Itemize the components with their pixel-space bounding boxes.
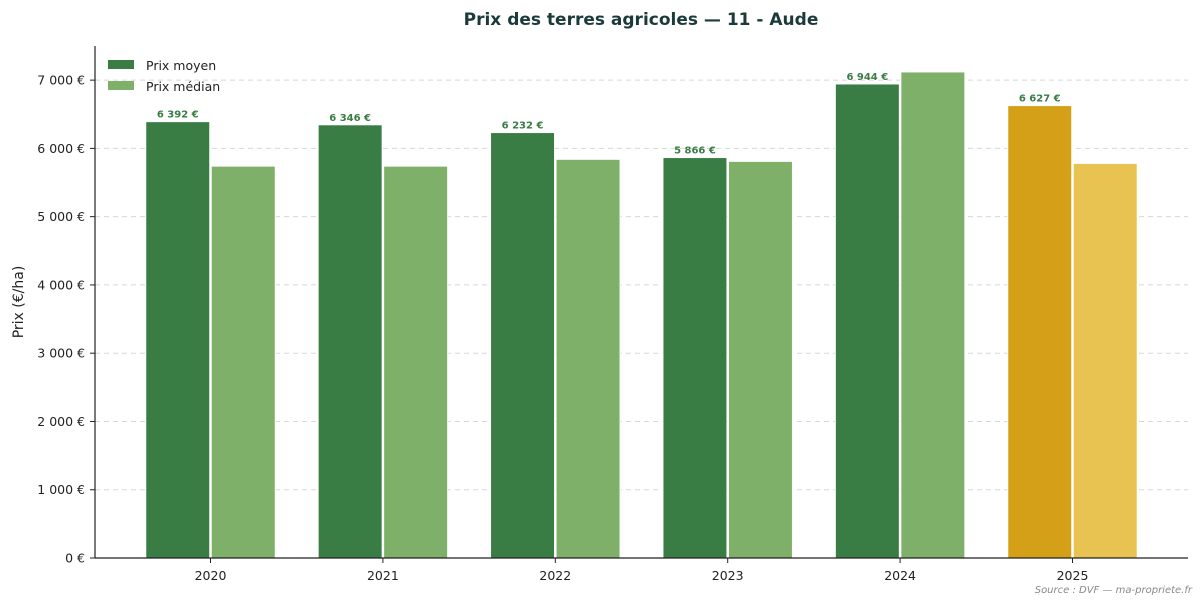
y-tick-label: 2 000 €: [37, 414, 85, 429]
grid-lines: [95, 79, 1188, 491]
bar-prix-moyen-2023: [662, 157, 728, 559]
bar-prix-moyen-2021: [317, 124, 383, 559]
value-label-2024: 6 944 €: [846, 72, 888, 83]
legend: Prix moyen Prix médian: [108, 58, 220, 94]
bar-prix-median-2022: [555, 158, 621, 559]
x-tick-label-2021: 2021: [367, 568, 399, 583]
x-tick-label-2025: 2025: [1057, 568, 1089, 583]
y-tick-label: 4 000 €: [37, 277, 85, 292]
x-tick-label-2023: 2023: [712, 568, 744, 583]
x-ticks: 2020 2021 2022 2023 2024 2025: [195, 558, 1089, 583]
source-note: Source : DVF — ma-propriete.fr: [1035, 585, 1193, 596]
legend-swatch-prix-moyen: [108, 60, 134, 69]
y-tick-label: 5 000 €: [37, 209, 85, 224]
bar-prix-median-2025: [1072, 162, 1138, 559]
value-label-2023: 5 866 €: [674, 146, 716, 157]
legend-label-prix-median: Prix médian: [146, 79, 220, 94]
value-label-2020: 6 392 €: [157, 110, 199, 121]
value-label-2021: 6 346 €: [329, 113, 371, 124]
x-tick-label-2020: 2020: [195, 568, 227, 583]
bars: [145, 71, 1138, 559]
axes: [94, 46, 1188, 559]
bar-prix-median-2023: [727, 160, 793, 559]
y-tick-label: 3 000 €: [37, 346, 85, 361]
value-label-2022: 6 232 €: [502, 121, 544, 132]
legend-swatch-prix-median: [108, 81, 134, 90]
value-labels: 6 392 € 6 346 € 6 232 € 5 866 € 6 944 € 6 627…: [157, 72, 1061, 157]
bar-prix-moyen-2020: [145, 121, 211, 559]
y-tick-label: 0 €: [65, 551, 85, 566]
bar-prix-moyen-2025: [1007, 105, 1073, 559]
y-tick-label: 1 000 €: [37, 482, 85, 497]
y-tick-label: 6 000 €: [37, 141, 85, 156]
bar-prix-median-2021: [383, 165, 449, 559]
y-axis-label: Prix (€/ha): [11, 266, 27, 339]
bar-prix-moyen-2024: [834, 83, 900, 559]
value-label-2025: 6 627 €: [1019, 94, 1061, 105]
bar-prix-moyen-2022: [490, 132, 556, 559]
y-tick-label: 7 000 €: [37, 73, 85, 88]
y-ticks: 0 € 1 000 € 2 000 € 3 000 € 4 000 € 5 000 € 6 …: [37, 73, 95, 566]
x-tick-label-2024: 2024: [884, 568, 916, 583]
legend-label-prix-moyen: Prix moyen: [146, 58, 216, 73]
x-tick-label-2022: 2022: [539, 568, 571, 583]
chart-title: Prix des terres agricoles — 11 - Aude: [464, 10, 819, 30]
bar-prix-median-2020: [210, 165, 276, 559]
bar-prix-median-2024: [900, 71, 966, 559]
